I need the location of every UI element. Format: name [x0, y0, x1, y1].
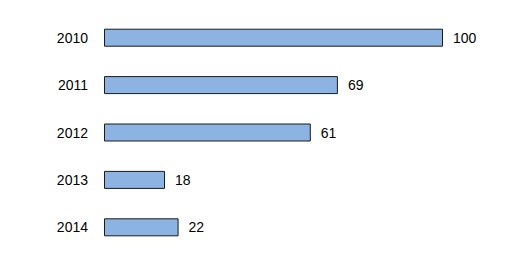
svg-text:18: 18: [175, 172, 191, 188]
svg-text:2010: 2010: [57, 30, 88, 46]
svg-text:100: 100: [453, 30, 477, 46]
svg-text:61: 61: [321, 125, 337, 141]
svg-text:69: 69: [348, 77, 364, 93]
svg-text:2014: 2014: [57, 219, 88, 235]
svg-text:2012: 2012: [57, 125, 88, 141]
svg-text:2011: 2011: [58, 77, 88, 93]
svg-text:22: 22: [189, 219, 205, 235]
svg-text:2013: 2013: [57, 172, 88, 188]
